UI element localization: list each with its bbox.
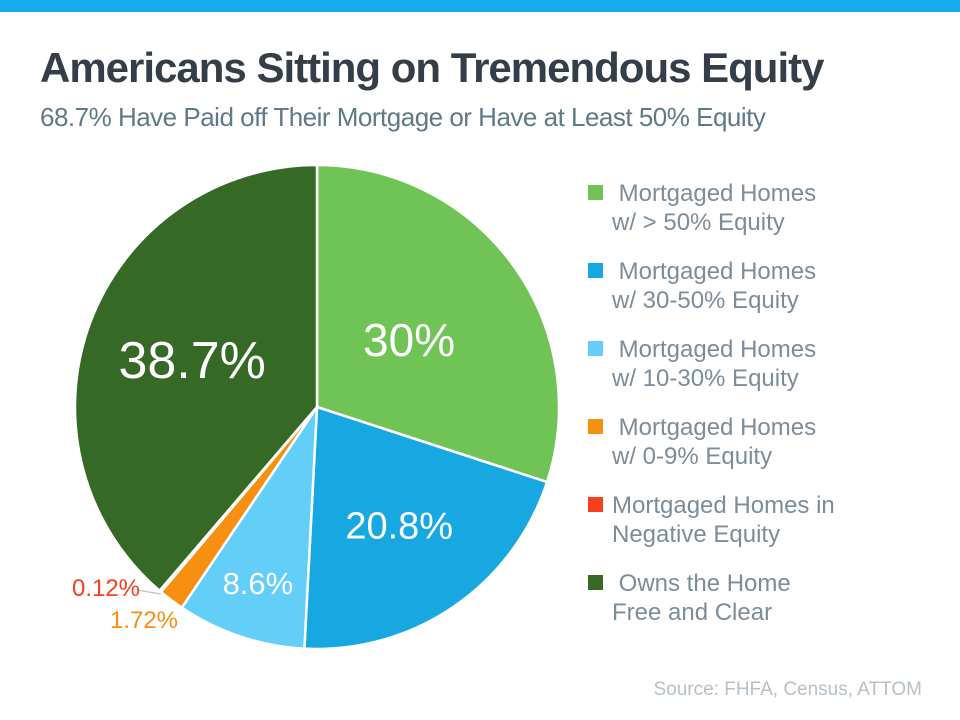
page-title: Americans Sitting on Tremendous Equity <box>40 44 824 91</box>
legend-label: Mortgaged Homes in Negative Equity <box>612 492 835 548</box>
slice-value-label-1: 20.8% <box>345 506 453 548</box>
legend-swatch-icon <box>588 497 603 512</box>
legend-swatch-icon <box>588 419 603 434</box>
legend-label: Mortgaged Homes w/ 10-30% Equity <box>612 336 817 392</box>
legend-item-3: Mortgaged Homes w/ 0-9% Equity <box>588 413 938 471</box>
legend-swatch-icon <box>588 185 603 200</box>
legend-label: Owns the Home Free and Clear <box>612 570 791 626</box>
legend-swatch-icon <box>588 263 603 278</box>
legend-label: Mortgaged Homes w/ 30-50% Equity <box>612 258 817 314</box>
legend-label: Mortgaged Homes w/ > 50% Equity <box>612 180 817 236</box>
pie-slice-2 <box>180 405 319 650</box>
legend-item-5: Owns the Home Free and Clear <box>588 569 938 627</box>
slice-value-label-4: 0.12% <box>72 575 140 602</box>
source-note: Source: FHFA, Census, ATTOM <box>653 679 922 700</box>
pie-slice-5 <box>73 163 319 592</box>
slice-value-label-3: 1.72% <box>110 607 178 634</box>
chart-legend: Mortgaged Homes w/ > 50% Equity Mortgaged… <box>588 179 938 647</box>
page-subtitle: 68.7% Have Paid off Their Mortgage or Ha… <box>40 102 766 132</box>
slice-value-label-5: 38.7% <box>118 332 265 390</box>
top-accent-bar <box>0 0 960 12</box>
legend-item-0: Mortgaged Homes w/ > 50% Equity <box>588 179 938 237</box>
legend-item-1: Mortgaged Homes w/ 30-50% Equity <box>588 257 938 315</box>
legend-item-4: Mortgaged Homes in Negative Equity <box>588 491 938 549</box>
slice-value-label-2: 8.6% <box>223 566 294 601</box>
legend-swatch-icon <box>588 341 603 356</box>
legend-item-2: Mortgaged Homes w/ 10-30% Equity <box>588 335 938 393</box>
legend-swatch-icon <box>588 575 603 590</box>
label-leader-line <box>136 589 162 595</box>
slice-value-label-0: 30% <box>363 314 455 366</box>
pie-slice-1 <box>303 405 549 651</box>
legend-label: Mortgaged Homes w/ 0-9% Equity <box>612 414 817 470</box>
pie-slice-0 <box>315 163 561 484</box>
